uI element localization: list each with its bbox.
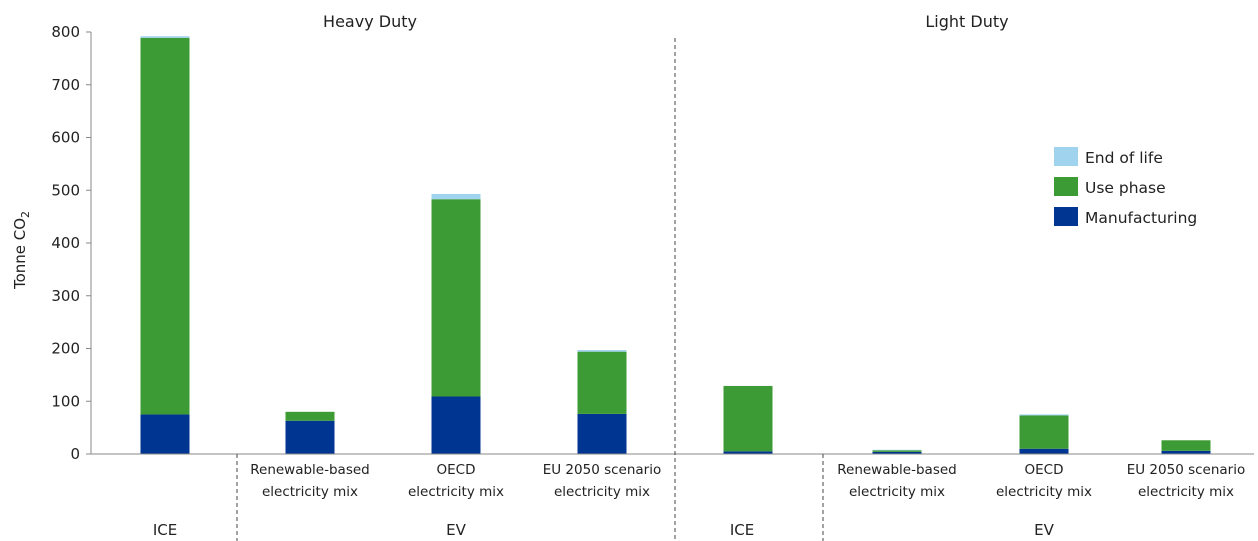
category-label: EU 2050 scenario — [1127, 462, 1246, 478]
legend-swatch — [1054, 177, 1078, 196]
bar-segment — [1019, 415, 1069, 449]
y-tick-label: 300 — [51, 287, 80, 305]
category-label: electricity mix — [554, 484, 650, 500]
y-tick-label: 600 — [51, 129, 80, 147]
legend: End of life Use phase Manufacturing — [1054, 147, 1197, 227]
legend-label: Manufacturing — [1085, 209, 1197, 227]
panel-titles: Heavy Duty Light Duty — [323, 12, 1009, 31]
bar-segment — [577, 351, 627, 414]
bar-segment — [872, 449, 922, 451]
legend-swatch — [1054, 207, 1078, 226]
bar-segment — [1161, 440, 1211, 451]
panel-title: Heavy Duty — [323, 12, 417, 31]
y-tick-label: 100 — [51, 392, 80, 410]
bar-segment — [285, 411, 335, 421]
bar-segment — [577, 413, 627, 454]
legend-swatch — [1054, 147, 1078, 166]
group-label: ICE — [153, 521, 177, 539]
bar-segment — [872, 450, 922, 452]
bar-segment — [431, 396, 481, 454]
group-label: ICE — [730, 521, 754, 539]
bar-segment — [431, 199, 481, 397]
group-label: EV — [446, 521, 466, 539]
y-tick-label: 400 — [51, 234, 80, 252]
bar-segment — [431, 193, 481, 200]
bar-segment — [140, 37, 190, 415]
bar-segment — [140, 36, 190, 38]
category-label: electricity mix — [262, 484, 358, 500]
dividers — [236, 38, 824, 541]
category-label: OECD — [1025, 462, 1064, 478]
y-tick-label: 0 — [70, 445, 80, 463]
y-tick-label: 800 — [51, 23, 80, 41]
group-label: EV — [1034, 521, 1054, 539]
bar-segment — [285, 420, 335, 454]
bar-segment — [872, 451, 922, 454]
bar-segment — [140, 414, 190, 454]
y-axis-title-subscript: 2 — [19, 211, 32, 218]
category-label: electricity mix — [408, 484, 504, 500]
category-label: electricity mix — [1138, 484, 1234, 500]
category-label: EU 2050 scenario — [543, 462, 662, 478]
y-axis-title: Tonne CO2 — [11, 211, 32, 290]
y-axis-title-text: Tonne CO — [11, 218, 29, 290]
category-labels: Renewable-based electricity mix OECD electr… — [153, 462, 1245, 539]
bar-segment — [1019, 414, 1069, 416]
legend-label: Use phase — [1085, 179, 1166, 197]
panel-title: Light Duty — [925, 12, 1008, 31]
y-tick-label: 200 — [51, 340, 80, 358]
bar-segment — [723, 451, 773, 454]
legend-label: End of life — [1085, 149, 1163, 167]
bar-segment — [577, 350, 627, 352]
y-tick-label: 700 — [51, 76, 80, 94]
bar-segment — [723, 385, 773, 452]
y-axis: 0 100 200 300 400 500 600 700 800 — [51, 23, 92, 463]
category-label: electricity mix — [849, 484, 945, 500]
bar-segment — [1019, 448, 1069, 454]
y-tick-label: 500 — [51, 181, 80, 199]
bars — [140, 36, 1211, 454]
category-label: Renewable-based — [837, 462, 957, 478]
category-label: electricity mix — [996, 484, 1092, 500]
bar-segment — [1161, 450, 1211, 454]
category-label: Renewable-based — [250, 462, 370, 478]
category-label: OECD — [437, 462, 476, 478]
